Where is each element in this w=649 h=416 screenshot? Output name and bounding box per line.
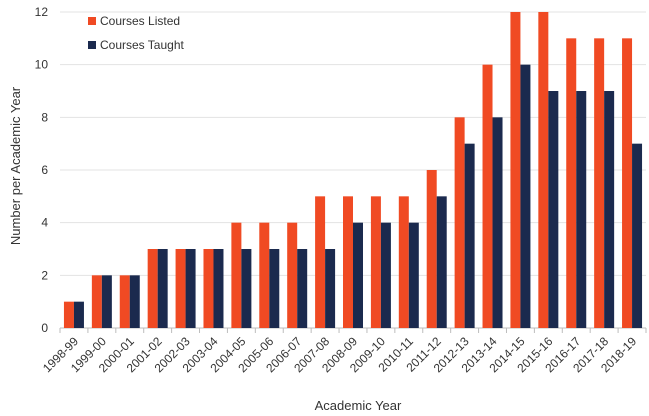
y-tick-label: 4 [41,216,48,230]
bar-courses-listed [454,117,465,328]
bar-courses-taught [492,117,503,328]
y-tick-label: 10 [35,58,49,72]
bar-courses-taught [436,196,447,328]
bar-courses-listed [231,222,242,328]
bar-courses-listed [315,196,326,328]
bar-courses-taught [576,91,587,328]
bar-courses-taught [604,91,615,328]
bar-courses-taught [101,275,112,328]
legend-swatch [88,17,96,25]
bar-courses-listed [175,249,186,328]
bar-courses-taught [129,275,140,328]
legend-label: Courses Listed [100,14,180,28]
bar-courses-listed [343,196,353,328]
bar-courses-taught [548,91,559,328]
bar-courses-listed [398,196,409,328]
bar-courses-listed [566,38,577,328]
x-axis-label: Academic Year [315,398,402,413]
bar-courses-listed [203,249,214,328]
bar-courses-listed [426,170,437,328]
bars [63,12,643,329]
bar-courses-taught [380,222,391,328]
bar-courses-taught [464,143,475,328]
bar-courses-listed [482,64,493,329]
legend-swatch [88,41,96,49]
bar-courses-taught [297,249,308,328]
bar-courses-listed [622,38,633,328]
legend-label: Courses Taught [100,38,184,52]
y-tick-label: 12 [35,5,49,19]
bar-courses-taught [185,249,196,328]
bar-courses-listed [147,249,158,328]
y-tick-label: 6 [41,163,48,177]
bar-courses-taught [241,249,252,328]
y-tick-label: 0 [41,321,48,335]
bar-courses-listed [510,12,521,328]
bar-courses-taught [269,249,280,328]
bar-courses-listed [594,38,605,328]
bar-courses-listed [91,275,102,328]
legend: Courses Listed Courses Taught [88,14,184,52]
y-axis-label: Number per Academic Year [8,86,23,245]
bar-courses-taught [353,222,363,328]
bar-courses-listed [119,275,130,328]
bar-courses-listed [370,196,381,328]
bar-courses-taught [632,143,643,328]
bar-courses-listed [287,222,298,328]
x-axis-ticks: 1998-991999-002000-012001-022002-032003-… [40,328,647,375]
bar-courses-listed [63,301,74,328]
bar-courses-taught [325,249,336,328]
y-tick-label: 8 [41,110,48,124]
y-axis-ticks: 0 2 4 6 8 10 12 [35,5,49,335]
bar-courses-taught [157,249,168,328]
bar-courses-taught [73,301,84,328]
bar-courses-listed [538,12,549,328]
bar-courses-taught [408,222,419,328]
y-tick-label: 2 [41,268,48,282]
bar-courses-taught [213,249,224,328]
bar-courses-listed [259,222,270,328]
bar-courses-taught [520,64,531,329]
